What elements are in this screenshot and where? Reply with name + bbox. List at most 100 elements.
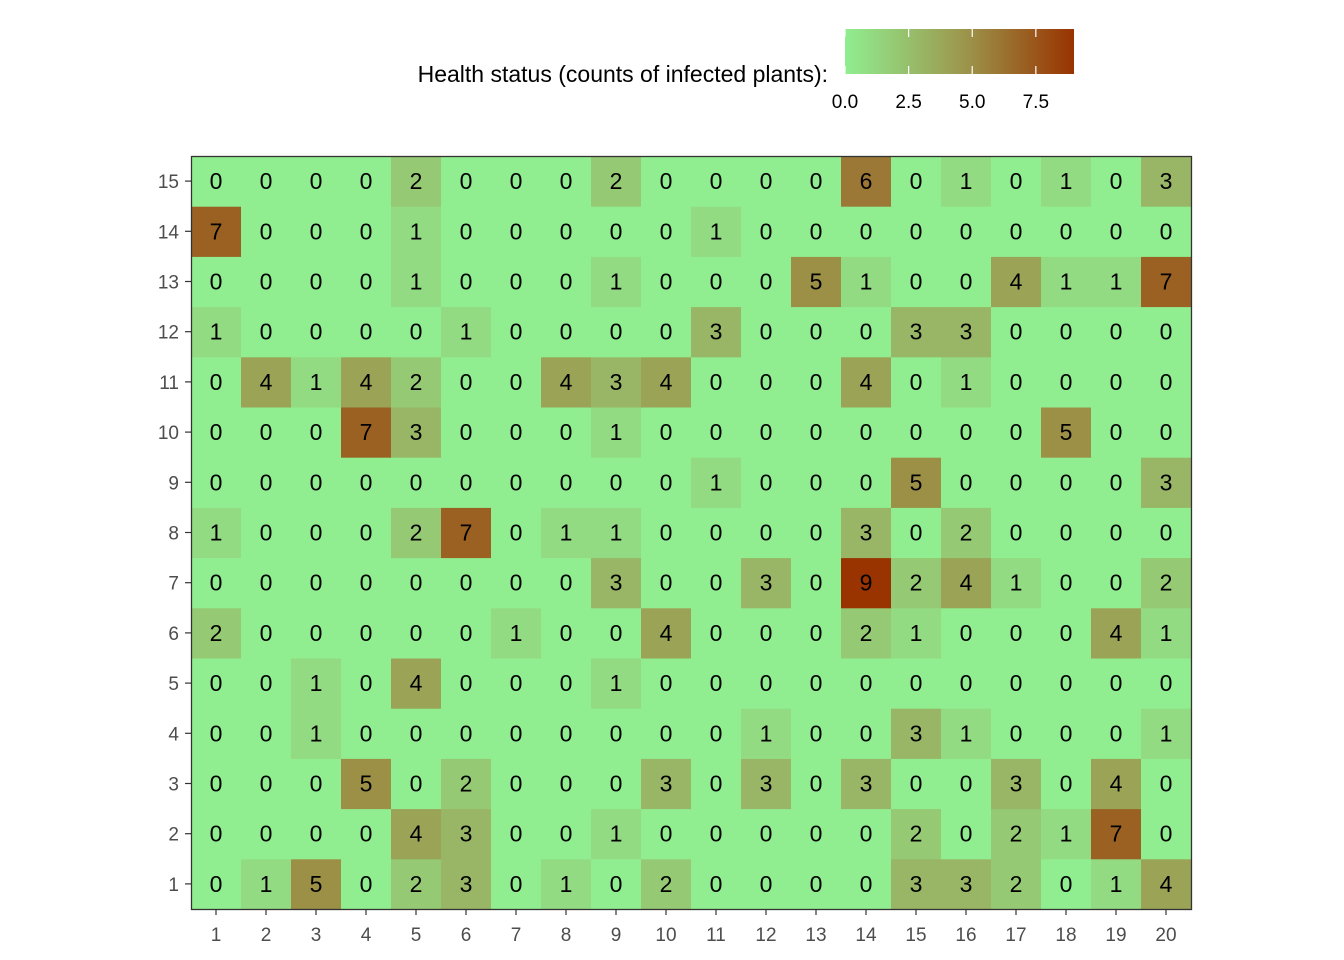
heatmap-cell: [191, 407, 242, 458]
x-tick-label: 6: [461, 925, 472, 946]
heatmap-cell: [1141, 356, 1192, 408]
cell-value-label: 0: [910, 419, 923, 445]
heatmap-cell: [1141, 206, 1192, 257]
heatmap-cell: [1041, 306, 1092, 358]
cell-value-label: 0: [410, 570, 423, 596]
cell-value-label: 7: [1110, 821, 1123, 847]
heatmap-cell: [341, 758, 392, 810]
cell-value-label: 0: [210, 369, 223, 395]
cell-value-label: 0: [660, 720, 673, 746]
heatmap-cell: [391, 407, 442, 458]
heatmap-cell: [341, 407, 392, 458]
heatmap-cell: [991, 858, 1042, 910]
cell-value-label: 0: [960, 218, 973, 244]
cell-value-label: 0: [560, 821, 573, 847]
heatmap-cell: [491, 858, 542, 910]
heatmap-cell: [991, 607, 1042, 659]
heatmap-cell: [1141, 457, 1192, 508]
heatmap-cell: [1091, 607, 1142, 659]
x-tick-label: 3: [311, 925, 322, 946]
cell-value-label: 0: [1160, 670, 1173, 696]
heatmap-cell: [941, 708, 992, 759]
legend-tick-label: 5.0: [959, 92, 985, 113]
cell-value-label: 0: [1060, 670, 1073, 696]
heatmap-cell: [1041, 256, 1092, 308]
heatmap-cell: [241, 256, 292, 308]
heatmap-cell: [441, 557, 492, 609]
cell-value-label: 0: [660, 319, 673, 345]
cell-value-label: 0: [560, 218, 573, 244]
heatmap-cell: [741, 407, 792, 458]
cell-value-label: 1: [410, 218, 423, 244]
cell-value-label: 1: [610, 520, 623, 546]
heatmap-cell: [691, 557, 742, 609]
heatmap-cell: [691, 256, 742, 308]
cell-value-label: 3: [1010, 771, 1023, 797]
heatmap-cell: [691, 156, 742, 207]
heatmap-cell: [341, 708, 392, 759]
heatmap-cell: [791, 206, 842, 257]
heatmap-cell: [991, 206, 1042, 257]
cell-value-label: 0: [660, 821, 673, 847]
cell-value-label: 0: [260, 570, 273, 596]
heatmap-cell: [591, 356, 642, 408]
cell-value-label: 0: [710, 570, 723, 596]
heatmap-cell: [841, 808, 892, 860]
heatmap-cell: [691, 306, 742, 358]
cell-value-label: 1: [960, 369, 973, 395]
cell-value-label: 0: [910, 168, 923, 194]
heatmap-cell: [641, 457, 692, 508]
heatmap-cell: [241, 507, 292, 559]
heatmap-cell: [641, 206, 692, 257]
x-tick-label: 7: [511, 925, 522, 946]
cell-value-label: 1: [210, 520, 223, 546]
heatmap-cell: [1091, 808, 1142, 860]
panel-border: [190, 155, 1193, 911]
x-tick-label: 2: [261, 925, 272, 946]
x-tick-label: 20: [1155, 925, 1176, 946]
cell-value-label: 0: [460, 620, 473, 646]
y-tick-label: 11: [159, 373, 179, 394]
cell-value-label: 0: [310, 620, 323, 646]
heatmap-cell: [891, 858, 942, 910]
cell-value-label: 0: [360, 168, 373, 194]
heatmap-cell: [1141, 607, 1192, 659]
cell-value-label: 0: [560, 771, 573, 797]
heatmap-cell: [1041, 356, 1092, 408]
cell-value-label: 0: [610, 871, 623, 897]
heatmap-cell: [441, 407, 492, 458]
heatmap-cell: [891, 306, 942, 358]
heatmap-cell: [491, 758, 542, 810]
heatmap-cell: [641, 708, 692, 759]
cell-value-label: 0: [860, 469, 873, 495]
cell-value-label: 4: [560, 369, 573, 395]
cell-value-label: 0: [860, 670, 873, 696]
heatmap-cell: [941, 206, 992, 257]
cell-value-label: 0: [560, 319, 573, 345]
heatmap-cell: [491, 808, 542, 860]
heatmap-cell: [541, 808, 592, 860]
cell-value-label: 0: [810, 369, 823, 395]
cell-value-label: 2: [660, 871, 673, 897]
cell-value-label: 0: [760, 369, 773, 395]
heatmap-cell: [1091, 658, 1142, 709]
cell-value-label: 0: [260, 419, 273, 445]
heatmap-cell: [241, 306, 292, 358]
heatmap-cell: [591, 156, 642, 207]
heatmap-cell: [991, 457, 1042, 508]
heatmap-cell: [291, 306, 342, 358]
heatmap-cell: [691, 658, 742, 709]
heatmap-cell: [1041, 156, 1092, 207]
heatmap-cell: [841, 306, 892, 358]
heatmap-cell: [841, 457, 892, 508]
heatmap-cell: [691, 607, 742, 659]
cell-value-label: 1: [1110, 871, 1123, 897]
cell-value-label: 0: [1110, 168, 1123, 194]
heatmap-cell: [341, 356, 392, 408]
cell-value-label: 0: [460, 269, 473, 295]
cell-value-label: 3: [410, 419, 423, 445]
cell-value-label: 0: [610, 720, 623, 746]
cell-value-label: 0: [210, 469, 223, 495]
